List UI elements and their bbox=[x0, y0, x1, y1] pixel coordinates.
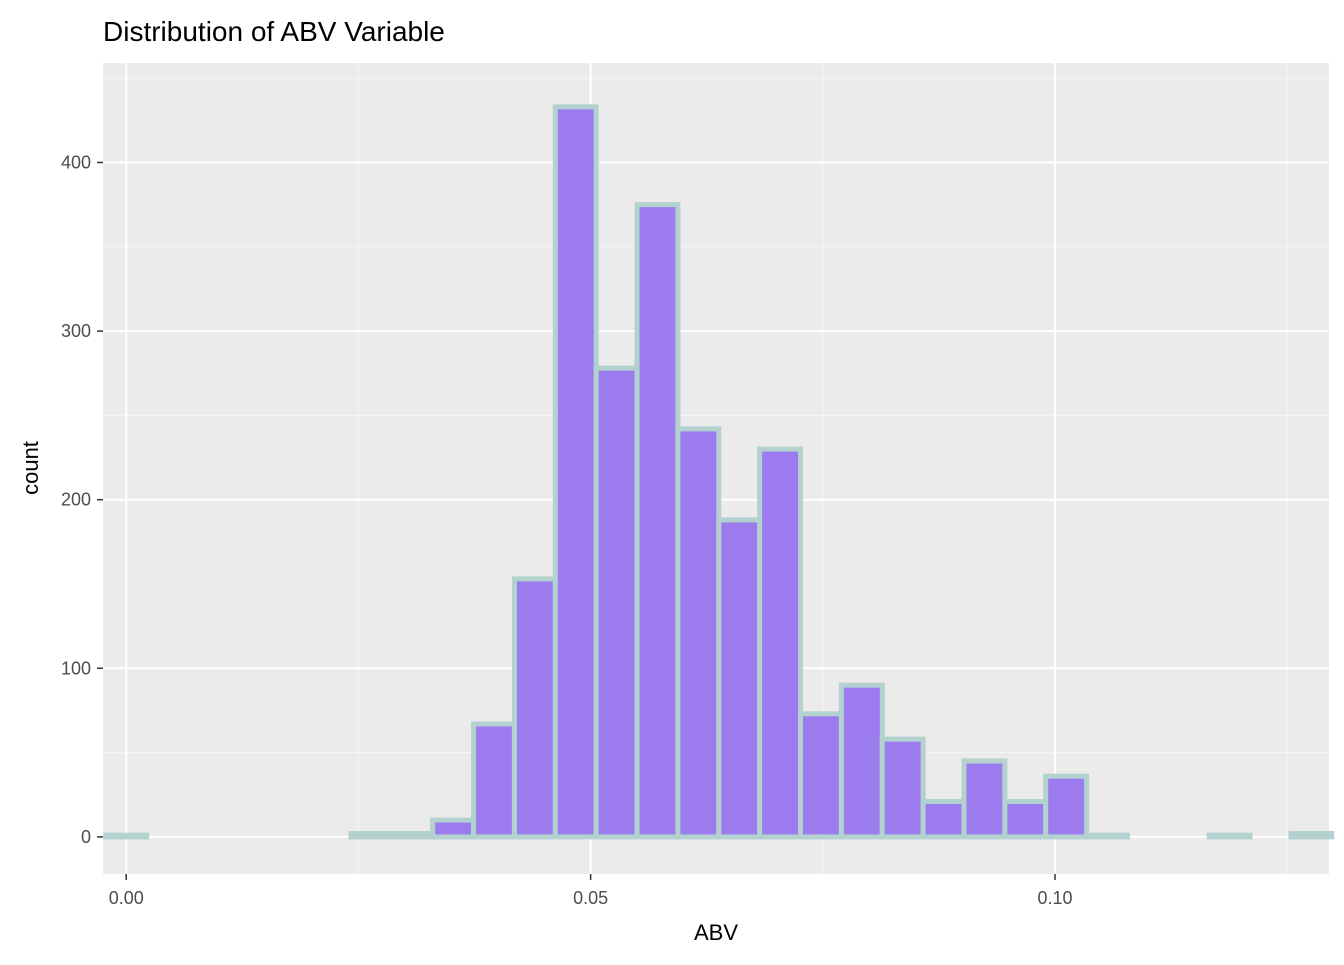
histogram-bar bbox=[593, 365, 640, 840]
histogram-bar bbox=[1288, 831, 1335, 840]
histogram-bar bbox=[1084, 832, 1130, 840]
histogram-bar bbox=[552, 104, 599, 840]
histogram-bar bbox=[879, 736, 926, 840]
histogram-bar bbox=[961, 758, 1008, 840]
x-tick-label: 0.00 bbox=[109, 888, 144, 908]
histogram-bar bbox=[798, 711, 844, 840]
x-tick-label: 0.05 bbox=[573, 888, 608, 908]
x-axis-ticks: 0.00 0.05 0.10 bbox=[109, 874, 1073, 908]
histogram-bar bbox=[511, 576, 558, 840]
y-tick-label: 400 bbox=[61, 152, 91, 172]
histogram-bar bbox=[920, 798, 967, 840]
histogram-bar bbox=[430, 817, 477, 840]
histogram-bar bbox=[389, 831, 436, 840]
histogram-bar bbox=[1043, 773, 1090, 840]
y-tick-label: 100 bbox=[61, 658, 91, 678]
x-axis-title: ABV bbox=[694, 920, 738, 945]
histogram-bar bbox=[716, 517, 763, 840]
y-tick-label: 0 bbox=[81, 827, 91, 847]
y-tick-label: 200 bbox=[61, 490, 91, 510]
y-axis-title: count bbox=[18, 441, 43, 495]
histogram-bar bbox=[471, 721, 517, 840]
y-tick-label: 300 bbox=[61, 321, 91, 341]
histogram-bar bbox=[103, 832, 150, 840]
histogram-bar bbox=[757, 446, 804, 840]
histogram-bar bbox=[634, 202, 681, 840]
chart-title: Distribution of ABV Variable bbox=[103, 16, 445, 47]
histogram-bar bbox=[838, 682, 885, 840]
histogram-bar bbox=[1206, 832, 1253, 840]
x-tick-label: 0.10 bbox=[1037, 888, 1072, 908]
histogram-bar bbox=[1002, 798, 1049, 840]
y-axis-ticks: 0 100 200 300 400 bbox=[61, 152, 103, 847]
histogram-bar bbox=[675, 426, 722, 840]
histogram-bars bbox=[103, 104, 1335, 840]
histogram-bar bbox=[348, 831, 395, 840]
